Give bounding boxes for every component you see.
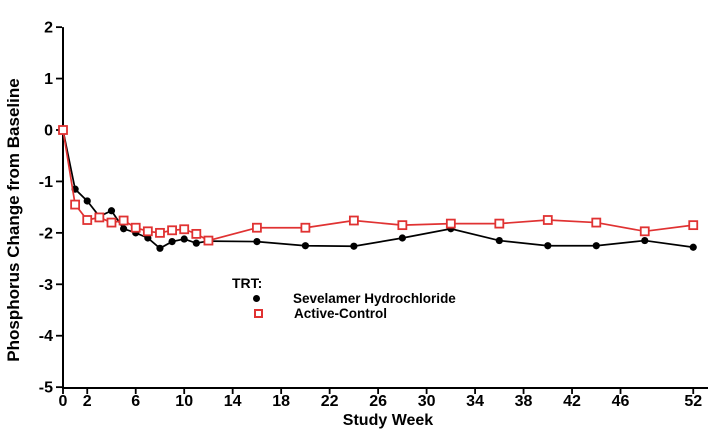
data-point-circle (689, 243, 697, 251)
x-tick-label: 26 (369, 393, 387, 410)
data-point-circle (350, 242, 358, 250)
x-tick-label: 10 (175, 393, 193, 410)
legend: TRT: Sevelamer Hydrochloride Active-Cont… (232, 275, 456, 321)
data-point-square (591, 217, 602, 228)
x-tick-label: 2 (83, 393, 92, 410)
data-point-square (688, 220, 699, 231)
data-point-circle (592, 242, 600, 250)
y-tick-label: -1 (39, 174, 53, 191)
data-point-square (542, 215, 553, 225)
data-point-square (252, 222, 262, 233)
y-tick-label: 2 (44, 20, 53, 37)
data-point-circle (168, 238, 176, 246)
data-point-square (191, 228, 202, 239)
x-tick-label: 18 (272, 393, 290, 410)
data-point-square (70, 199, 81, 210)
data-point-circle (641, 236, 649, 245)
data-point-square (203, 235, 214, 246)
data-point-circle (544, 242, 552, 250)
data-point-square (179, 224, 190, 235)
data-point-square (300, 222, 311, 233)
data-point-circle (398, 234, 406, 242)
legend-title: TRT: (232, 275, 263, 291)
x-tick-label: 42 (563, 393, 581, 410)
x-tick-label: 30 (418, 393, 436, 410)
y-tick-label: -3 (39, 277, 53, 294)
y-tick-label: -4 (39, 328, 53, 345)
data-point-square (397, 220, 408, 231)
x-tick-label: 38 (515, 393, 533, 410)
data-point-square (94, 212, 105, 223)
data-point-circle (156, 244, 164, 252)
y-tick-label: 1 (44, 71, 53, 88)
legend-label: Active-Control (294, 305, 388, 321)
y-tick-label: 0 (44, 123, 53, 140)
y-tick-label: -2 (39, 225, 53, 242)
data-point-square (82, 215, 93, 225)
data-point-circle (180, 235, 188, 243)
x-tick-label: 22 (321, 393, 339, 410)
y-axis-title: Phosphorus Change from Baseline (4, 78, 23, 362)
y-tick-label: -5 (39, 380, 53, 397)
data-point-square (167, 225, 177, 236)
data-point-square (106, 217, 117, 228)
data-point-square (155, 227, 165, 238)
filled-circle-icon (253, 294, 260, 302)
data-point-circle (107, 207, 116, 215)
x-axis-title: Study Week (342, 412, 434, 429)
data-point-square (130, 222, 141, 233)
data-point-circle (192, 239, 200, 247)
x-tick-label: 6 (131, 393, 140, 410)
legend-entry-active-control: Active-Control (232, 305, 456, 321)
data-point-circle (301, 242, 309, 250)
data-point-square (494, 218, 505, 229)
data-point-circle (253, 238, 261, 246)
open-square-icon (254, 308, 263, 318)
data-point-square (58, 125, 68, 135)
data-point-circle (120, 225, 128, 233)
data-point-square (118, 215, 129, 226)
data-point-square (445, 218, 456, 229)
data-point-square (142, 226, 153, 237)
x-tick-label: 46 (612, 393, 630, 410)
x-tick-label: 0 (59, 393, 68, 410)
data-point-circle (83, 197, 91, 205)
x-tick-label: 34 (466, 393, 484, 410)
legend-label: Sevelamer Hydrochloride (293, 290, 456, 306)
x-tick-label: 52 (684, 393, 702, 410)
x-tick-label: 14 (224, 393, 242, 410)
data-point-square (348, 215, 359, 226)
data-point-circle (495, 236, 503, 245)
data-point-square (639, 226, 650, 237)
legend-entry-sevelamer: Sevelamer Hydrochloride (232, 290, 456, 306)
